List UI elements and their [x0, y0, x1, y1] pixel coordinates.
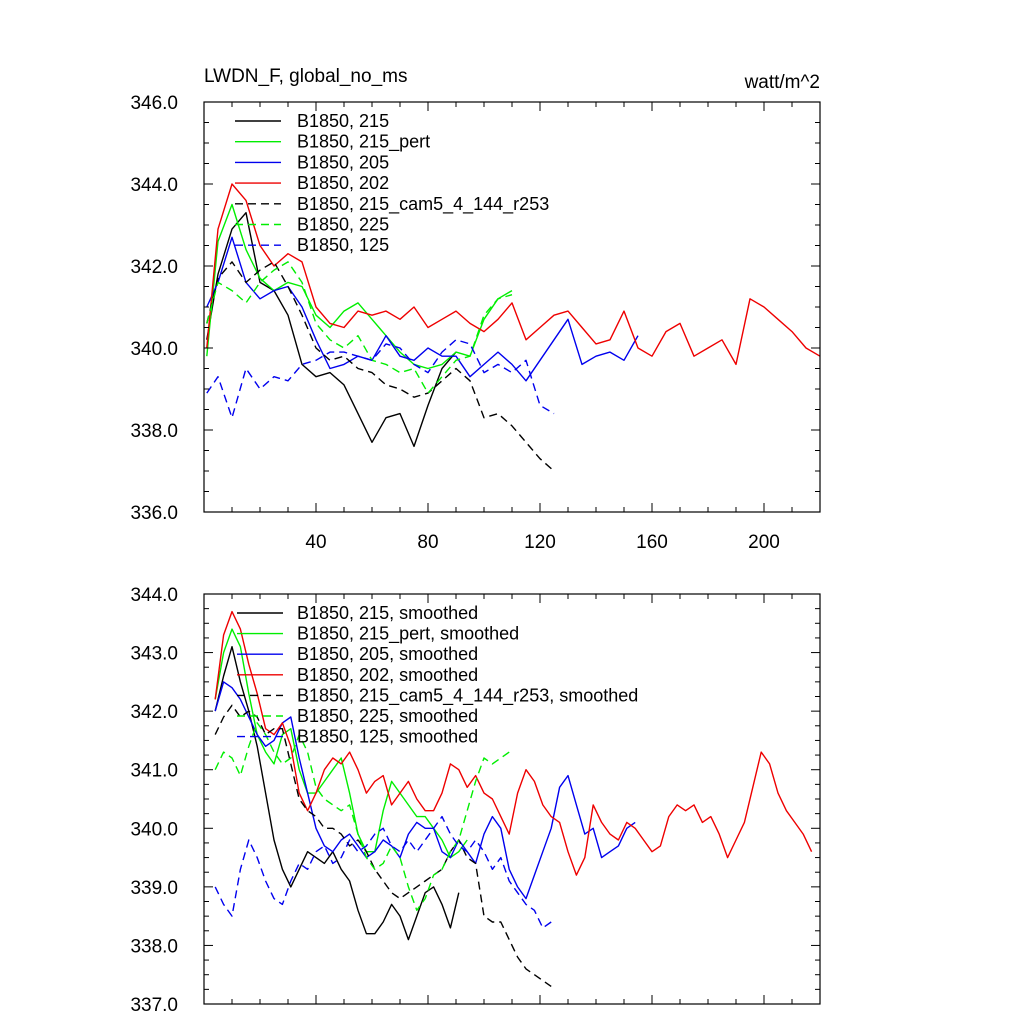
y-tick-label: 342.0	[130, 257, 178, 278]
legend-label-6: B1850, 125	[297, 235, 389, 255]
y-tick-label: 340.0	[130, 339, 178, 360]
series-line-5	[206, 261, 513, 394]
x-tick-label: 160	[636, 532, 668, 553]
legend-label-3: B1850, 202	[297, 173, 389, 193]
legend-label-5: B1850, 225, smoothed	[297, 706, 478, 726]
top-panel: 336.0 338.0 340.0 342.0 344.0 346.0 40 80 120 160…	[130, 93, 821, 553]
series-line-6	[214, 815, 552, 929]
chart-title: LWDN_F, global_no_ms	[204, 66, 407, 87]
y-tick-label: 344.0	[130, 175, 178, 196]
x-tick-label: 80	[417, 532, 438, 553]
series-line-3	[214, 610, 813, 876]
y-tick-label: 336.0	[130, 503, 178, 524]
y-tick-label: 344.0	[130, 585, 178, 606]
legend-label-0: B1850, 215	[297, 111, 389, 131]
legend-label-4: B1850, 215_cam5_4_144_r253	[297, 194, 549, 215]
y-tick-label: 342.0	[130, 702, 178, 723]
legend-label-2: B1850, 205	[297, 152, 389, 172]
legend-label-5: B1850, 225	[297, 215, 389, 235]
chart-units: watt/m^2	[744, 72, 820, 93]
y-tick-label: 338.0	[130, 421, 178, 442]
x-tick-label: 200	[748, 532, 780, 553]
legend-label-1: B1850, 215_pert, smoothed	[297, 624, 519, 645]
legend-label-2: B1850, 205, smoothed	[297, 644, 478, 664]
x-tick-label: 120	[524, 532, 556, 553]
y-tick-label: 340.0	[130, 819, 178, 840]
y-tick-label: 339.0	[130, 878, 178, 899]
series-line-0	[214, 646, 460, 941]
x-tick-label: 40	[305, 532, 326, 553]
y-tick-label: 346.0	[130, 93, 178, 114]
series-line-2	[214, 681, 636, 900]
series-line-3	[206, 183, 821, 366]
legend-label-6: B1850, 125, smoothed	[297, 727, 478, 747]
y-tick-label: 337.0	[130, 995, 178, 1016]
y-tick-label: 341.0	[130, 761, 178, 782]
legend-label-1: B1850, 215_pert	[297, 132, 430, 153]
series-line-4	[214, 704, 552, 987]
y-tick-label: 338.0	[130, 936, 178, 957]
legend-label-3: B1850, 202, smoothed	[297, 665, 478, 685]
y-tick-label: 343.0	[130, 644, 178, 665]
series-line-0	[206, 211, 457, 448]
series-line-5	[214, 722, 510, 911]
series-line-4	[206, 261, 555, 472]
legend-label-0: B1850, 215, smoothed	[297, 603, 478, 623]
legend-label-4: B1850, 215_cam5_4_144_r253, smoothed	[297, 685, 638, 706]
series-line-2	[206, 236, 639, 382]
series-line-6	[206, 339, 555, 419]
bottom-panel: 337.0 338.0 339.0 340.0 341.0 342.0 343.0 344.0…	[130, 585, 821, 1016]
series-line-1	[206, 203, 513, 370]
